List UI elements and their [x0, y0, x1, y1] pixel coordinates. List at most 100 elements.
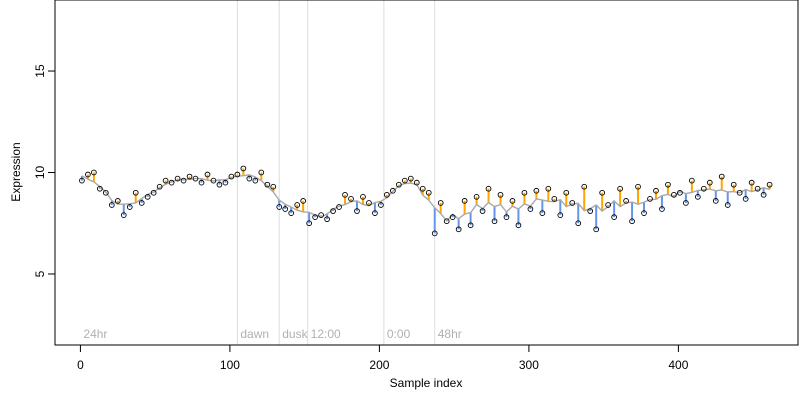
data-point — [760, 191, 767, 198]
data-point — [683, 200, 689, 206]
data-point — [366, 200, 372, 206]
data-point — [700, 185, 707, 192]
data-point — [288, 210, 295, 216]
trend-line — [81, 174, 770, 222]
x-axis-title: Sample index — [390, 376, 463, 390]
data-point — [306, 220, 312, 227]
data-point — [144, 194, 151, 200]
data-point — [192, 175, 199, 182]
data-point — [748, 179, 755, 186]
data-point — [449, 214, 456, 220]
data-point — [390, 187, 396, 194]
data-point — [575, 220, 582, 227]
data-point — [264, 181, 271, 188]
data-point — [168, 179, 175, 186]
y-tick-label: 15 — [33, 64, 47, 78]
x-axis: 0 100 200 300 400 — [77, 344, 689, 372]
phase-label: 12:00 — [311, 327, 341, 341]
data-point — [384, 191, 390, 198]
data-point — [138, 200, 145, 206]
data-point — [378, 202, 384, 208]
data-point — [515, 222, 522, 229]
data-point — [372, 210, 378, 216]
data-points — [79, 165, 773, 237]
data-point — [665, 181, 671, 188]
data-point — [545, 185, 552, 192]
data-point — [653, 187, 659, 194]
data-point — [360, 194, 366, 200]
data-point — [689, 177, 695, 184]
data-point — [318, 212, 324, 218]
data-point — [431, 230, 438, 237]
data-point — [342, 191, 348, 198]
phase-label: dusk — [282, 327, 308, 341]
data-point — [581, 183, 588, 190]
data-point — [587, 208, 594, 214]
data-point — [641, 210, 647, 216]
data-point — [126, 204, 133, 210]
phase-label: 0:00 — [387, 327, 411, 341]
data-point — [300, 198, 307, 204]
data-point — [132, 189, 139, 196]
data-point — [605, 202, 611, 208]
data-point — [671, 191, 677, 198]
data-point — [270, 183, 277, 190]
data-point — [593, 226, 600, 233]
data-point — [258, 169, 265, 176]
data-point — [497, 191, 504, 198]
data-point — [85, 171, 91, 178]
y-axis: 5 10 15 — [33, 64, 55, 277]
data-point — [437, 200, 444, 206]
data-point — [479, 208, 486, 214]
data-point — [419, 185, 426, 192]
data-point — [742, 196, 749, 202]
data-point — [491, 218, 498, 225]
data-point — [647, 196, 653, 202]
data-point — [413, 179, 420, 186]
data-point — [354, 208, 360, 214]
data-point — [330, 208, 336, 214]
data-point — [222, 179, 229, 186]
data-point — [527, 206, 534, 212]
data-point — [623, 198, 629, 204]
data-point — [216, 181, 223, 188]
data-point — [629, 218, 635, 225]
data-point — [96, 185, 103, 192]
data-point — [114, 198, 121, 204]
data-point — [395, 181, 402, 188]
data-point — [617, 185, 623, 192]
data-point — [234, 171, 241, 178]
data-point — [79, 177, 85, 184]
data-point — [150, 189, 157, 196]
data-point — [276, 204, 283, 210]
data-point — [635, 183, 641, 190]
residual-segments — [80, 168, 771, 234]
data-point — [401, 177, 408, 184]
x-tick-label: 100 — [220, 358, 240, 372]
data-point — [443, 218, 450, 225]
data-point — [694, 194, 701, 200]
data-point — [210, 177, 217, 184]
data-point — [754, 185, 761, 192]
data-point — [246, 175, 253, 182]
data-point — [294, 202, 301, 208]
data-point — [599, 189, 606, 196]
data-point — [91, 169, 97, 176]
data-point — [473, 194, 480, 200]
data-point — [180, 177, 187, 184]
y-axis-title: Expression — [9, 142, 23, 201]
phase-label: dawn — [240, 327, 269, 341]
data-point — [766, 181, 773, 188]
data-point — [611, 214, 617, 220]
data-point — [102, 189, 109, 196]
x-tick-label: 0 — [77, 358, 84, 372]
data-point — [162, 177, 169, 184]
phase-label: 48hr — [438, 327, 462, 341]
data-point — [240, 165, 247, 172]
data-point — [425, 189, 432, 196]
data-point — [551, 196, 558, 202]
data-point — [521, 189, 528, 196]
data-point — [228, 173, 235, 180]
data-point — [485, 185, 492, 192]
x-tick-label: 200 — [369, 358, 389, 372]
